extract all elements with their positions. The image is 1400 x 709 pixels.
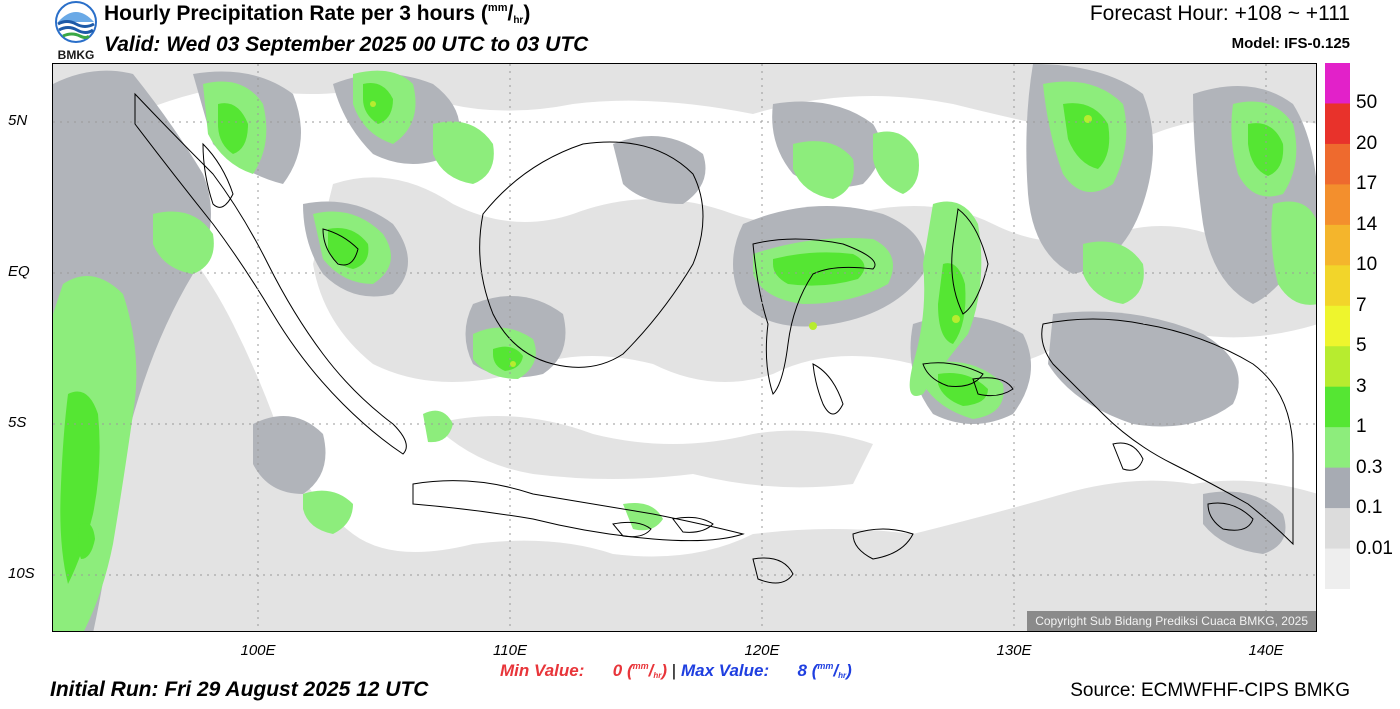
colorbar-label: 50 — [1356, 92, 1378, 114]
min-max-values: Min Value: 0 (mm/hr) | Max Value: 8 (mm/… — [500, 661, 852, 680]
colorbar-label: 0.1 — [1356, 497, 1383, 519]
colorbar-segment — [1325, 143, 1350, 185]
title-unit-top: mm — [487, 2, 508, 14]
coastlines — [134, 92, 1294, 584]
max-value: 8 — [797, 661, 807, 680]
chart-title: Hourly Precipitation Rate per 3 hours (m… — [104, 2, 531, 26]
colorbar-label: 3 — [1356, 375, 1367, 397]
lat-label-5n: 5N — [8, 112, 28, 129]
lon-label-100e: 100E — [240, 642, 276, 659]
colorbar-segment — [1325, 508, 1350, 550]
initial-run: Initial Run: Fri 29 August 2025 12 UTC — [50, 678, 429, 701]
lon-label-130e: 130E — [996, 642, 1032, 659]
green-precip-areas — [60, 83, 1284, 584]
colorbar-label: 7 — [1356, 294, 1367, 316]
colorbar-segment — [1325, 427, 1350, 469]
precipitation-map: Copyright Sub Bidang Prediksi Cuaca BMKG… — [52, 63, 1317, 632]
colorbar-segment — [1325, 224, 1350, 266]
min-value: 0 — [612, 661, 623, 680]
stats-separator: | — [671, 661, 677, 680]
colorbar-label: 14 — [1356, 213, 1378, 235]
colorbar-segment — [1325, 305, 1350, 347]
title-unit-bottom: hr — [513, 15, 524, 26]
min-value-label: Min Value: — [500, 661, 585, 680]
lat-label-10s: 10S — [8, 565, 35, 582]
title-text: Hourly Precipitation Rate per 3 hours — [104, 2, 476, 25]
colorbar-segment — [1325, 103, 1350, 145]
lon-label-120e: 120E — [744, 642, 780, 659]
lon-label-110e: 110E — [493, 642, 527, 659]
colorbar-segment — [1325, 386, 1350, 428]
colorbar-label: 5 — [1356, 335, 1367, 357]
min-unit-top: mm — [632, 661, 649, 671]
max-unit-top: mm — [817, 661, 834, 671]
colorbar-label: 20 — [1356, 132, 1378, 154]
data-source: Source: ECMWFHF-CIPS BMKG — [1070, 680, 1350, 701]
colorbar-segment — [1325, 467, 1350, 509]
lat-label-eq: EQ — [8, 263, 30, 280]
colorbar-label: 1 — [1356, 416, 1367, 438]
colorbar-label: 10 — [1356, 254, 1378, 276]
colorbar-segment — [1325, 63, 1350, 104]
colorbar-segment — [1325, 346, 1350, 388]
copyright-notice: Copyright Sub Bidang Prediksi Cuaca BMKG… — [1027, 611, 1316, 631]
logo-text: BMKG — [58, 48, 95, 62]
graticule — [53, 64, 1316, 631]
max-value-label: Max Value: — [680, 661, 770, 680]
lon-label-140e: 140E — [1248, 642, 1284, 659]
valid-time: Valid: Wed 03 September 2025 00 UTC to 0… — [104, 33, 589, 56]
forecast-hour: Forecast Hour: +108 ~ +111 — [1089, 2, 1350, 25]
colorbar-segment — [1325, 265, 1350, 307]
colorbar-segment — [1325, 548, 1350, 589]
colorbar-label: 17 — [1356, 173, 1378, 195]
colorbar-label: 0.01 — [1356, 537, 1393, 559]
min-unit-bottom: hr — [653, 671, 662, 680]
lat-label-5s: 5S — [8, 414, 27, 431]
colorbar-label: 0.3 — [1356, 456, 1383, 478]
colorbar — [1325, 63, 1350, 589]
max-unit-bottom: hr — [838, 671, 847, 680]
yellow-green-precip-spots — [370, 101, 1092, 367]
bmkg-logo: BMKG — [55, 1, 97, 62]
model-name: Model: IFS-0.125 — [1231, 35, 1350, 52]
colorbar-segment — [1325, 184, 1350, 226]
